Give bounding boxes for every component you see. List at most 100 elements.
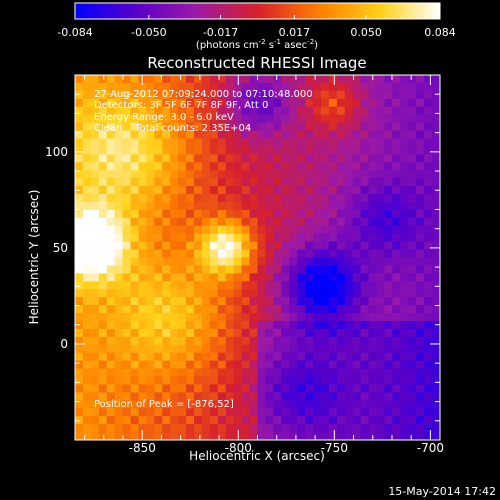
heatmap-cell <box>305 209 314 219</box>
heatmap-cell <box>82 273 92 282</box>
heatmap-cell <box>384 90 393 100</box>
heatmap-cell <box>178 209 187 219</box>
heatmap-cell <box>305 408 314 417</box>
heatmap-cell <box>384 146 393 155</box>
heatmap-cell <box>265 384 274 393</box>
heatmap-cell <box>265 336 274 346</box>
heatmap-cell <box>336 384 346 393</box>
heatmap-cell <box>201 146 211 155</box>
heatmap-cell <box>313 281 322 290</box>
heatmap-cell <box>281 225 290 234</box>
heatmap-cell <box>328 138 338 147</box>
heatmap-cell <box>336 154 346 163</box>
heatmap-cell <box>424 162 433 171</box>
heatmap-cell <box>416 384 425 393</box>
heatmap-cell <box>225 241 234 250</box>
heatmap-cell <box>106 170 115 179</box>
heatmap-cell <box>106 281 115 290</box>
heatmap-cell <box>201 320 211 330</box>
heatmap-cell <box>186 313 195 322</box>
heatmap-cell <box>344 400 354 409</box>
heatmap-cell <box>360 178 369 187</box>
heatmap-cell <box>305 320 314 330</box>
heatmap-cell <box>360 186 369 195</box>
heatmap-cell <box>82 154 92 163</box>
heatmap-cell <box>130 336 139 346</box>
heatmap-cell <box>98 313 108 322</box>
heatmap-cell <box>138 376 147 385</box>
heatmap-cell <box>313 328 322 338</box>
heatmap-cell <box>416 416 425 425</box>
heatmap-cell <box>114 75 123 84</box>
heatmap-cell <box>98 106 108 115</box>
heatmap-cell <box>130 265 139 274</box>
heatmap-cell <box>416 162 425 171</box>
heatmap-cell <box>209 98 219 108</box>
heatmap-cell <box>82 257 92 266</box>
heatmap-cell <box>98 194 108 203</box>
heatmap-cell <box>209 138 219 147</box>
heatmap-cell <box>313 408 322 417</box>
heatmap-cell <box>320 408 330 417</box>
heatmap-cell <box>424 320 433 330</box>
heatmap-cell <box>392 360 401 369</box>
heatmap-cell <box>225 320 234 330</box>
heatmap-cell <box>376 400 385 409</box>
heatmap-cell <box>273 106 282 115</box>
heatmap-cell <box>376 352 385 361</box>
heatmap-cell <box>257 194 266 203</box>
heatmap-cell <box>432 75 441 84</box>
heatmap-cell <box>241 233 250 242</box>
heatmap-cell <box>209 392 219 401</box>
heatmap-cell <box>336 257 346 266</box>
heatmap-cell <box>336 106 346 115</box>
heatmap-cell <box>146 336 155 346</box>
heatmap-cell <box>297 289 306 298</box>
heatmap-cell <box>82 336 92 346</box>
heatmap-cell <box>178 249 187 258</box>
heatmap-cell <box>432 392 441 401</box>
heatmap-cell <box>344 241 354 250</box>
heatmap-cell <box>178 376 187 385</box>
heatmap-cell <box>408 106 417 115</box>
heatmap-cell <box>241 186 250 195</box>
heatmap-cell <box>305 170 314 179</box>
heatmap-cell <box>130 305 139 314</box>
heatmap-cell <box>194 106 203 115</box>
heatmap-cell <box>249 273 258 282</box>
heatmap-cell <box>336 170 346 179</box>
heatmap-cell <box>328 376 338 385</box>
heatmap-cell <box>289 344 298 354</box>
heatmap-cell <box>233 289 242 298</box>
heatmap-cell <box>162 122 171 131</box>
heatmap-cell <box>217 289 227 298</box>
heatmap-cell <box>90 273 100 282</box>
heatmap-cell <box>82 233 92 242</box>
heatmap-cell <box>265 313 274 322</box>
heatmap-cell <box>305 336 314 346</box>
heatmap-cell <box>233 424 242 433</box>
heatmap-cell <box>328 82 338 92</box>
heatmap-cell <box>75 352 84 361</box>
heatmap-cell <box>114 162 123 171</box>
heatmap-cell <box>82 297 92 306</box>
heatmap-cell <box>114 384 123 393</box>
heatmap-cell <box>217 98 227 108</box>
heatmap-cell <box>297 162 306 171</box>
heatmap-cell <box>154 360 163 369</box>
heatmap-cell <box>186 114 195 123</box>
heatmap-cell <box>392 75 401 84</box>
heatmap-cell <box>408 360 417 369</box>
heatmap-cell <box>75 201 84 211</box>
heatmap-cell <box>328 281 338 290</box>
heatmap-cell <box>170 313 179 322</box>
heatmap-cell <box>98 82 108 92</box>
heatmap-cell <box>249 368 258 377</box>
heatmap-cell <box>416 170 425 179</box>
heatmap-cell <box>289 186 298 195</box>
heatmap-cell <box>352 376 361 385</box>
heatmap-cell <box>289 360 298 369</box>
heatmap-cell <box>336 178 346 187</box>
heatmap-cell <box>106 233 115 242</box>
heatmap-cell <box>360 352 369 361</box>
